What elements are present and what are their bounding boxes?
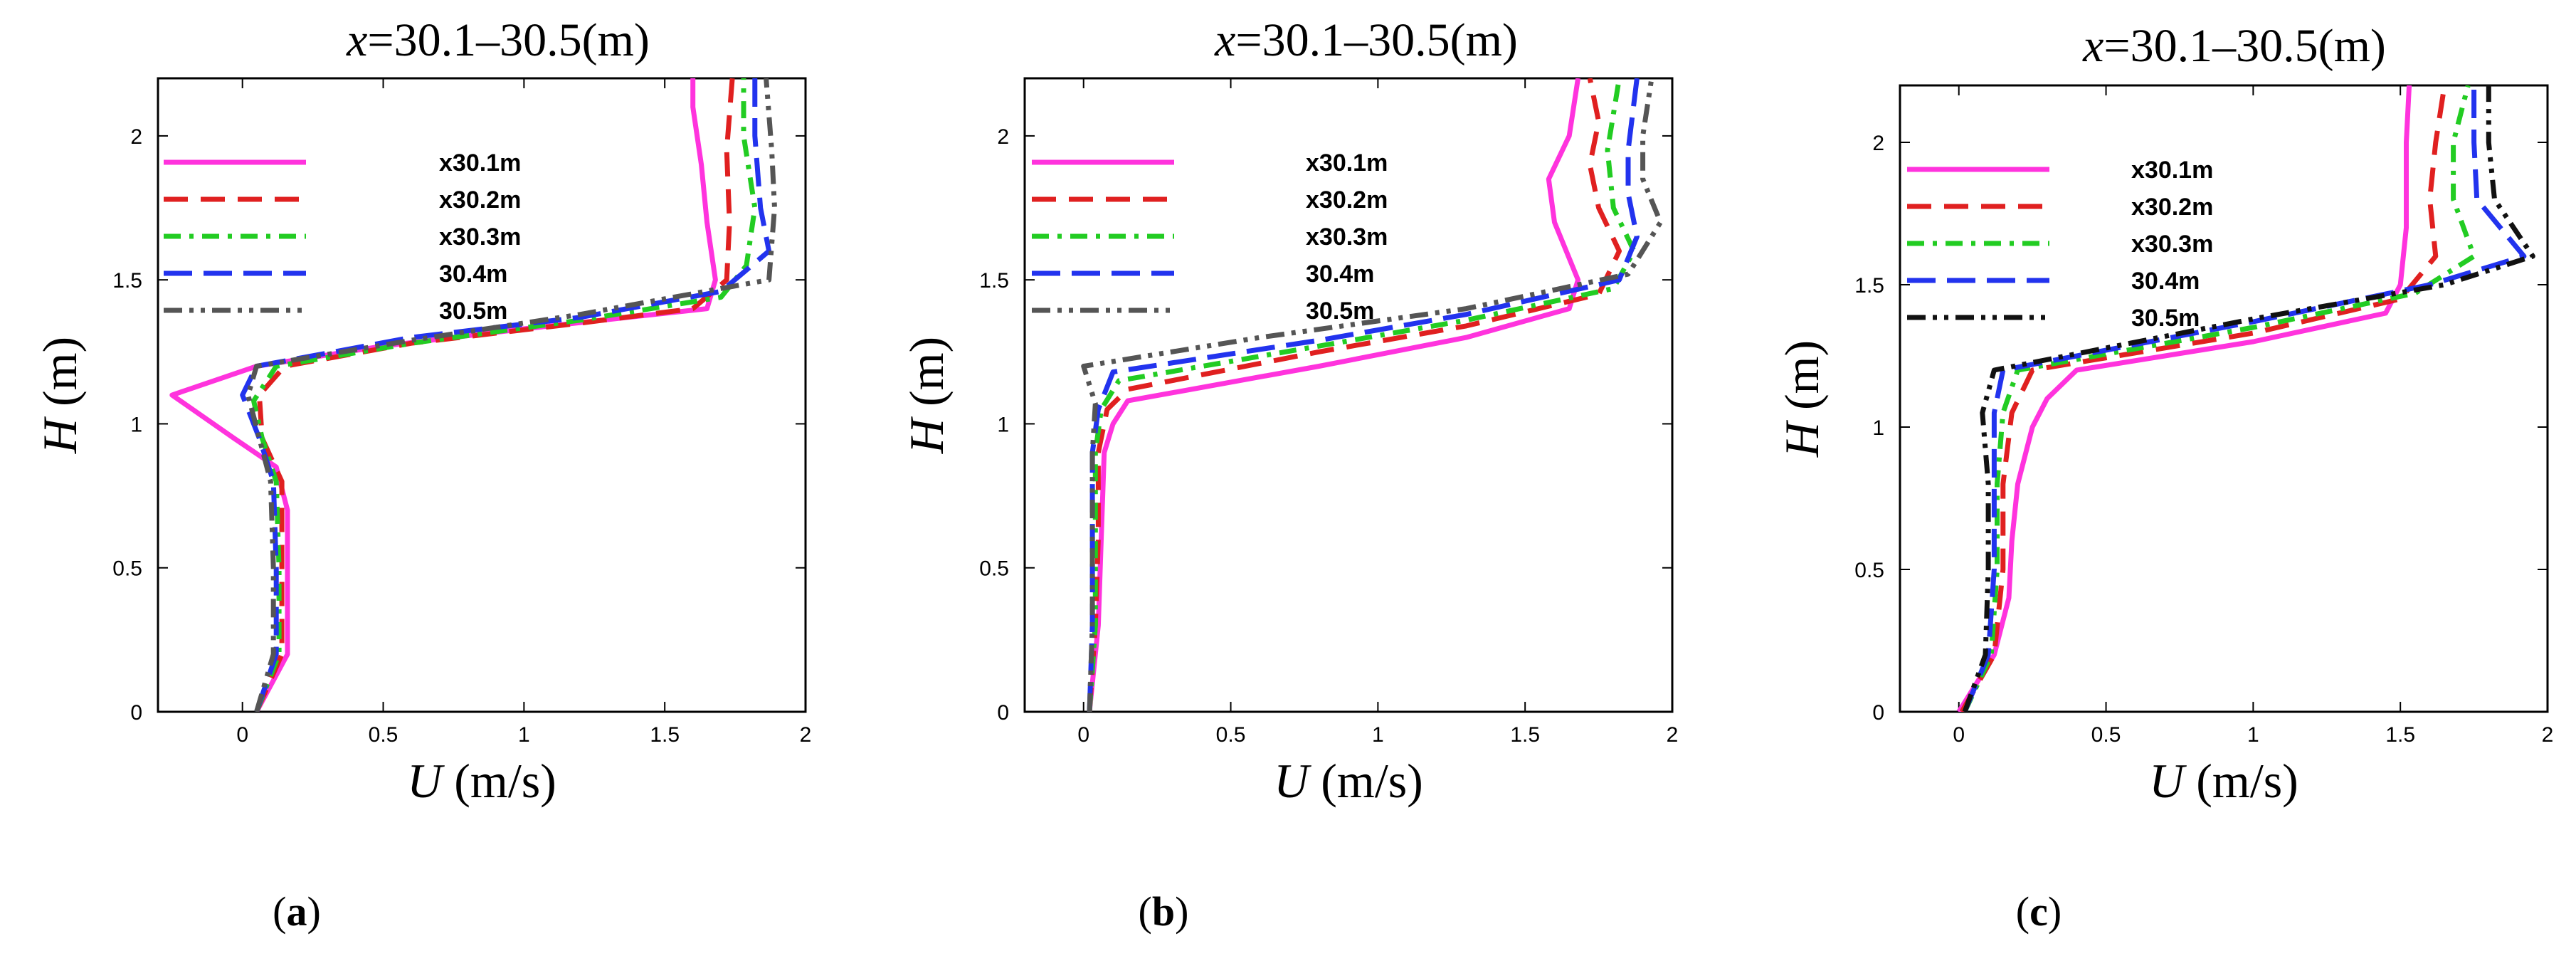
series-line-x30.3m xyxy=(251,78,758,712)
x-tick-label: 0 xyxy=(1953,723,1965,747)
panel-label: (c) xyxy=(2016,888,2062,935)
panel-3: 0 0.5 1 1.5 2 0 0.5 1 1.5 2 x30.1m x30.2m x30.3m 30.4… xyxy=(1775,20,2553,935)
panel-label: (a) xyxy=(273,888,321,935)
series-line-30.5m xyxy=(1081,78,1663,712)
legend-label: x30.1m xyxy=(2131,157,2213,184)
series-line-x30.2m xyxy=(1959,85,2447,712)
series-line-x30.1m xyxy=(1956,85,2412,712)
x-axis-label: U (m/s) xyxy=(407,754,556,808)
x-tick-label: 1.5 xyxy=(1510,723,1540,747)
legend-label: x30.3m xyxy=(1306,224,1388,251)
legend-label: 30.5m xyxy=(1306,298,1374,325)
x-tick-label: 2 xyxy=(2542,723,2554,747)
series-line-x30.3m xyxy=(1962,85,2477,712)
y-tick-label: 1 xyxy=(130,413,142,436)
y-tick-label: 2 xyxy=(997,125,1009,149)
x-tick-label: 1 xyxy=(518,723,530,747)
legend-label: x30.3m xyxy=(439,224,521,251)
series-group xyxy=(1081,78,1663,712)
legend-label: 30.5m xyxy=(439,298,507,325)
series-line-x30.2m xyxy=(1087,78,1622,712)
legend-label: x30.2m xyxy=(439,186,521,214)
y-tick-label: 1.5 xyxy=(112,269,142,293)
y-tick-label: 0 xyxy=(1872,701,1884,725)
x-axis-label: U (m/s) xyxy=(2149,754,2298,808)
x-tick-label: 0.5 xyxy=(2091,723,2121,747)
series-group xyxy=(169,78,777,712)
x-tick-label: 2 xyxy=(1667,723,1679,747)
x-tick-label: 1 xyxy=(1372,723,1384,747)
y-tick-label: 1 xyxy=(997,413,1009,436)
series-line-x30.3m xyxy=(1087,78,1637,712)
panel-label: (b) xyxy=(1139,888,1189,935)
x-tick-label: 1 xyxy=(2247,723,2259,747)
x-tick-label: 1.5 xyxy=(650,723,680,747)
x-tick-label: 0.5 xyxy=(369,723,398,747)
legend-label: x30.1m xyxy=(1306,149,1388,177)
panel-1: 0 0.5 1 1.5 2 0 0.5 1 1.5 2 x30.1m x30.2m x30.3m 30.4… xyxy=(33,14,811,935)
y-tick-label: 0 xyxy=(130,701,142,725)
legend-label: 30.4m xyxy=(2131,268,2200,295)
legend-label: 30.5m xyxy=(2131,305,2200,332)
x-tick-label: 2 xyxy=(800,723,812,747)
y-tick-label: 1.5 xyxy=(979,269,1009,293)
y-axis-label: H (m) xyxy=(899,337,954,454)
plot-frame xyxy=(1023,77,1674,713)
y-tick-label: 0.5 xyxy=(112,557,142,581)
y-tick-label: 2 xyxy=(130,125,142,149)
x-tick-label: 1.5 xyxy=(2385,723,2415,747)
y-axis-label: H (m) xyxy=(1775,340,1829,458)
x-tick-label: 0 xyxy=(236,723,248,747)
series-line-30.4m xyxy=(1962,85,2527,712)
legend-label: x30.3m xyxy=(2131,231,2213,258)
y-tick-label: 0.5 xyxy=(1854,559,1884,582)
y-tick-label: 0 xyxy=(997,701,1009,725)
series-group xyxy=(1956,85,2535,712)
y-tick-label: 0.5 xyxy=(979,557,1009,581)
series-line-x30.1m xyxy=(1087,78,1581,712)
x-axis-label: U (m/s) xyxy=(1274,754,1423,808)
plot-frame xyxy=(1899,84,2549,713)
legend-label: x30.1m xyxy=(439,149,521,177)
legend-label: x30.2m xyxy=(2131,194,2213,221)
chart-title: x=30.1–30.5(m) xyxy=(1214,14,1518,66)
panel-2: 0 0.5 1 1.5 2 0 0.5 1 1.5 2 x30.1m x30.2m x30.3m 30.4… xyxy=(899,14,1678,935)
x-tick-label: 0.5 xyxy=(1216,723,1246,747)
series-line-30.5m xyxy=(1962,85,2535,712)
legend-label: x30.2m xyxy=(1306,186,1388,214)
chart-title: x=30.1–30.5(m) xyxy=(2082,20,2386,72)
legend-label: 30.4m xyxy=(439,261,507,288)
chart-title: x=30.1–30.5(m) xyxy=(346,14,650,66)
legend-label: 30.4m xyxy=(1306,261,1374,288)
plot-frame xyxy=(157,77,807,713)
x-tick-label: 0 xyxy=(1077,723,1089,747)
y-tick-label: 2 xyxy=(1872,132,1884,155)
series-line-30.5m xyxy=(246,78,777,712)
y-tick-label: 1.5 xyxy=(1854,274,1884,298)
y-tick-label: 1 xyxy=(1872,416,1884,440)
y-axis-label: H (m) xyxy=(33,337,87,454)
series-line-30.4m xyxy=(240,78,772,712)
